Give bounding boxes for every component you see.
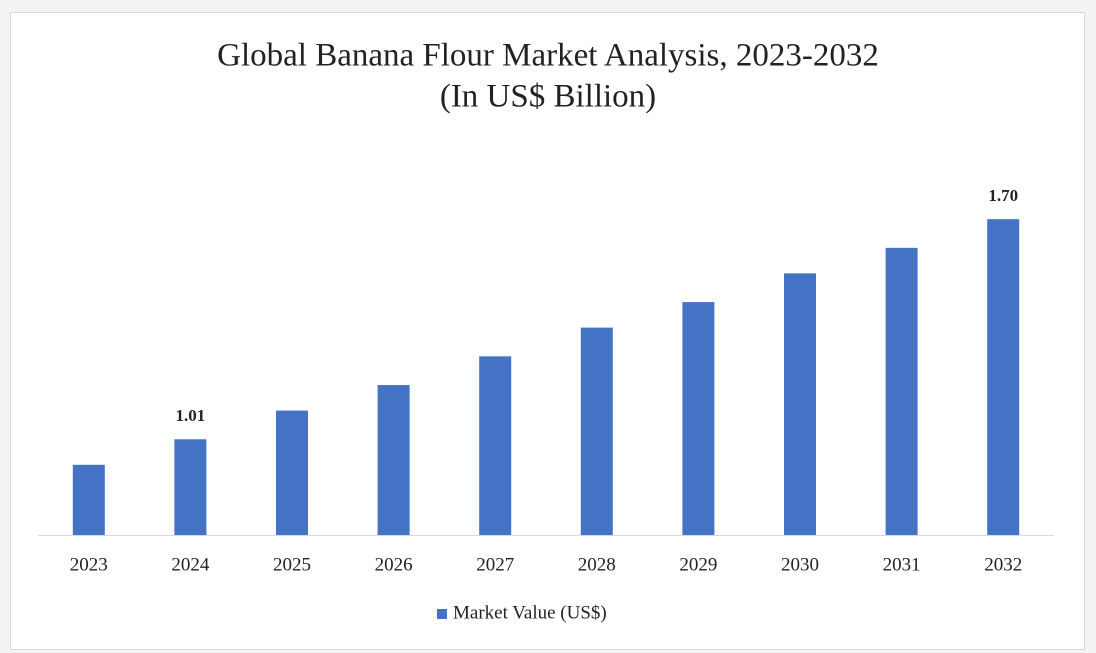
bar <box>580 327 613 535</box>
x-tick-label: 2031 <box>883 554 921 575</box>
bar <box>479 356 512 535</box>
x-tick-label: 2029 <box>679 554 717 575</box>
bar <box>885 247 918 535</box>
x-tick-label: 2024 <box>171 554 210 575</box>
bar <box>682 302 715 535</box>
bar <box>987 219 1020 535</box>
data-label: 1.01 <box>176 406 206 425</box>
bar <box>784 273 816 535</box>
chart-title: Global Banana Flour Market Analysis, 202… <box>217 38 879 74</box>
data-label: 1.70 <box>988 186 1018 205</box>
chart-subtitle: (In US$ Billion) <box>440 79 656 115</box>
x-tick-label: 2025 <box>273 554 311 575</box>
legend-swatch <box>437 609 447 619</box>
x-tick-label: 2026 <box>375 554 413 575</box>
x-tick-label: 2032 <box>984 554 1022 575</box>
x-tick-label: 2023 <box>70 554 108 575</box>
x-tick-label: 2028 <box>578 554 616 575</box>
legend-label: Market Value (US$) <box>453 602 607 623</box>
bar <box>377 385 410 535</box>
bar <box>276 410 308 535</box>
x-tick-label: 2027 <box>476 554 514 575</box>
bar <box>72 464 105 535</box>
x-tick-label: 2030 <box>781 554 819 575</box>
bar <box>174 439 207 535</box>
